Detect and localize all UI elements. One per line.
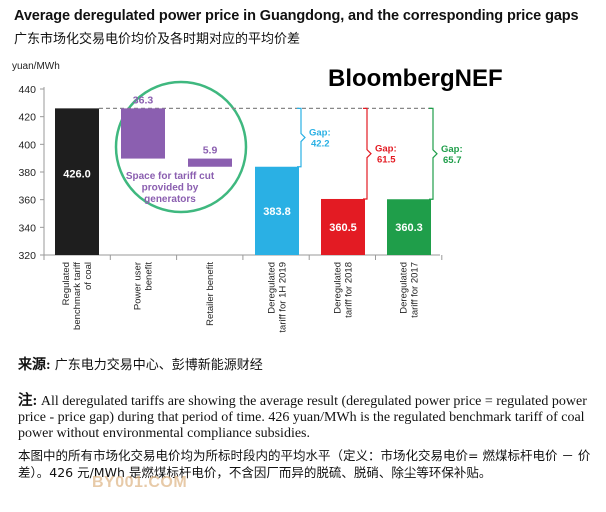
- gap-label: Gap:: [375, 144, 397, 155]
- bar: [387, 199, 431, 255]
- x-category-label-line: Deregulated: [267, 262, 278, 314]
- x-category-label-line: Regulated: [61, 262, 72, 305]
- gap-label: Gap:: [441, 144, 463, 155]
- bar-value-label: 383.8: [263, 206, 291, 218]
- gap-bracket: [297, 107, 306, 168]
- x-category-label: Power user benefit: [133, 262, 155, 310]
- y-tick-label: 340: [18, 222, 36, 234]
- watermark: BY001.COM: [92, 474, 188, 491]
- x-category-label-line: tariff for 2018: [344, 262, 355, 318]
- x-category-label-line: Deregulated: [333, 262, 344, 314]
- x-category-label-line: Power user: [133, 262, 144, 310]
- y-tick-label: 380: [18, 167, 36, 179]
- y-tick-label: 360: [18, 195, 36, 207]
- x-category-label: Regulated benchmark tariff of coal: [61, 262, 94, 330]
- source-line: 来源: 广东电力交易中心、彭博新能源财经: [18, 354, 263, 374]
- x-category-label: Deregulated tariff for 2018: [333, 262, 355, 318]
- x-category-label-line: of coal: [83, 262, 94, 290]
- annotation-text-line: provided by: [142, 183, 199, 194]
- bar-value-label: 36.3: [133, 94, 154, 106]
- gap-value: 65.7: [443, 155, 462, 166]
- source-text: 广东电力交易中心、彭博新能源财经: [50, 358, 263, 373]
- gap-label: Gap:: [309, 128, 331, 139]
- gap-bracket: [363, 107, 372, 200]
- bar: [188, 158, 232, 167]
- gap-bracket: [429, 107, 438, 200]
- x-category-label-line: tariff for 2017: [410, 262, 421, 318]
- bar: [55, 108, 99, 255]
- bar: [121, 108, 165, 159]
- annotation-text-line: generators: [144, 194, 196, 205]
- x-category-label: Deregulated tariff for 1H 2019: [267, 262, 289, 333]
- gap-value: 61.5: [377, 155, 396, 166]
- x-category-label-line: benchmark tariff: [72, 262, 83, 330]
- bar-value-label: 426.0: [63, 169, 91, 181]
- note-chinese: 本图中的所有市场化交易电价均为所标时段内的平均水平（定义：市场化交易电价= 燃煤…: [18, 448, 591, 480]
- y-tick-label: 320: [18, 250, 36, 262]
- y-axis-label: yuan/MWh: [12, 61, 60, 72]
- note-english: 注: All deregulated tariffs are showing t…: [18, 393, 593, 442]
- bar: [321, 198, 365, 255]
- gap-value: 42.2: [311, 139, 330, 150]
- x-category-label: Retailer benefit: [205, 262, 216, 326]
- x-category-label-line: Retailer benefit: [205, 262, 216, 326]
- bar-value-label: 360.3: [395, 222, 423, 234]
- bar: [255, 166, 299, 255]
- annotation-text-line: Space for tariff cut: [126, 171, 215, 182]
- y-tick-label: 400: [18, 139, 36, 151]
- note-english-text: All deregulated tariffs are showing the …: [18, 394, 587, 441]
- note-label: 注:: [18, 393, 38, 409]
- x-category-label-line: benefit: [144, 262, 155, 291]
- logo-text: BloombergNEF: [328, 65, 503, 92]
- x-category-label-line: Deregulated: [399, 262, 410, 314]
- bar-value-label: 5.9: [203, 145, 218, 157]
- y-tick-label: 420: [18, 112, 36, 124]
- x-category-label: Deregulated tariff for 2017: [399, 262, 421, 318]
- chart-title: Average deregulated power price in Guang…: [14, 8, 579, 24]
- x-category-label-line: tariff for 1H 2019: [278, 262, 289, 333]
- waterfall-chart: yuan/MWh 320 340 360 380 400 420 440 426.0 36.3 5.…: [12, 61, 503, 333]
- bar-value-label: 360.5: [329, 222, 357, 234]
- y-tick-label: 440: [18, 84, 36, 96]
- source-label: 来源:: [18, 358, 51, 373]
- chart-title-chinese: 广东市场化交易电价均价及各时期对应的平均价差: [14, 32, 301, 47]
- highlight-circle: [114, 80, 248, 214]
